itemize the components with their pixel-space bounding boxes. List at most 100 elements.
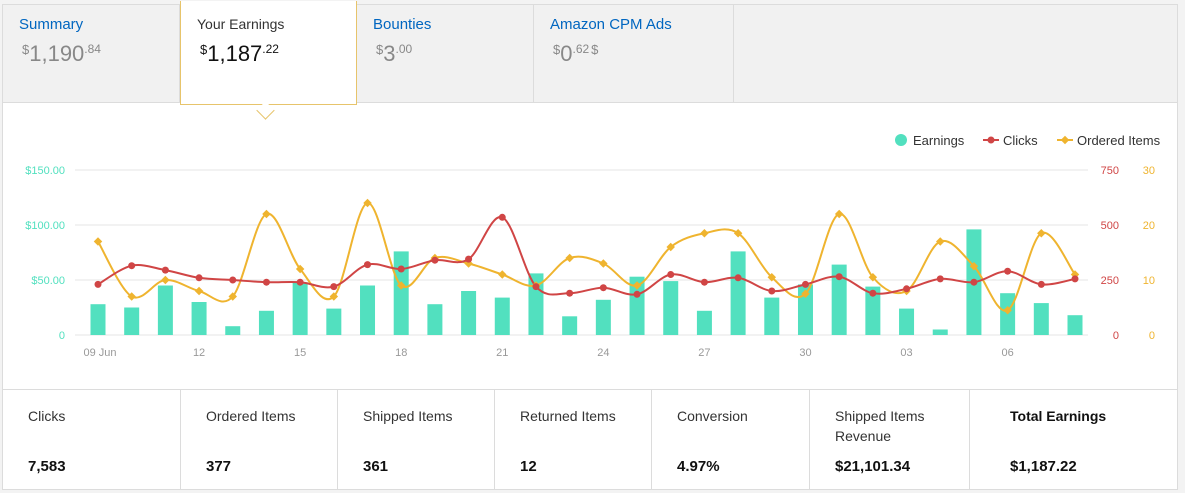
earnings-bar xyxy=(899,308,915,335)
metric-label: Total Earnings xyxy=(1010,408,1107,424)
ordered-items-point xyxy=(228,292,238,301)
tab-amount: $3.00 xyxy=(376,41,413,66)
metric-label: Ordered Items xyxy=(206,408,296,424)
x-axis-label: 30 xyxy=(799,347,811,359)
earnings-bar xyxy=(360,285,376,335)
metric-value: $21,101.34 xyxy=(835,458,911,475)
tab-title: Your Earnings xyxy=(197,16,285,32)
y-axis-ordered-label: 0 xyxy=(1149,330,1155,342)
earnings-chart: $150.00$100.00$50.0007505002500302010009… xyxy=(25,133,1160,359)
metric-ordered-items: Ordered Items 377 xyxy=(181,390,338,490)
y-axis-ordered-label: 10 xyxy=(1143,275,1155,287)
metric-shipped-items-revenue: Shipped Items Revenue $21,101.34 xyxy=(810,390,970,490)
earnings-bar xyxy=(157,285,173,335)
metric-label: Shipped Items xyxy=(363,408,453,424)
ordered-items-point xyxy=(565,253,574,263)
metric-shipped-items: Shipped Items 361 xyxy=(338,390,495,490)
earnings-bar xyxy=(764,297,780,335)
clicks-point xyxy=(364,261,372,269)
ordered-items-point xyxy=(262,209,271,219)
earnings-bar xyxy=(865,286,881,335)
y-axis-clicks-label: 250 xyxy=(1101,275,1119,287)
earnings-bar xyxy=(326,308,342,335)
earnings-bar xyxy=(191,302,207,335)
earnings-bar xyxy=(595,299,611,335)
ordered-items-point xyxy=(127,292,136,301)
clicks-point xyxy=(700,278,708,286)
metric-value: 361 xyxy=(363,458,389,475)
ordered-items-point xyxy=(700,229,709,238)
clicks-point xyxy=(599,284,607,292)
tab-your-earnings[interactable]: Your Earnings $1,187.22 xyxy=(180,1,357,105)
y-axis-ordered-label: 20 xyxy=(1143,220,1155,232)
clicks-point xyxy=(667,271,675,278)
y-axis-ordered-label: 30 xyxy=(1143,165,1155,177)
y-axis-left-label: $150.00 xyxy=(25,165,65,177)
metric-value: 12 xyxy=(520,458,537,475)
clicks-point xyxy=(1037,280,1045,288)
clicks-point xyxy=(1071,275,1079,283)
ordered-items-line xyxy=(97,202,1076,312)
tab-amount: $1,190.84 xyxy=(22,41,101,66)
ordered-items-point xyxy=(767,273,777,282)
x-axis-label: 15 xyxy=(294,347,306,359)
x-axis-label: 18 xyxy=(395,347,407,359)
ordered-items-point xyxy=(329,292,339,301)
metric-label: Returned Items xyxy=(520,408,616,424)
ordered-items-point xyxy=(801,289,810,298)
clicks-point xyxy=(801,280,809,288)
clicks-point xyxy=(498,213,506,221)
earnings-bar xyxy=(292,282,308,335)
x-axis-label: 03 xyxy=(900,347,912,359)
legend-earnings-icon xyxy=(895,134,907,146)
tab-title: Amazon CPM Ads xyxy=(550,16,672,33)
ordered-items-point xyxy=(295,264,305,274)
tab-bar: Summary $1,190.84 Your Earnings $1,187.2… xyxy=(3,1,1177,105)
ordered-items-point xyxy=(396,281,406,290)
x-axis-label: 06 xyxy=(1001,347,1013,359)
summary-metrics: Clicks 7,583 Ordered Items 377 Shipped I… xyxy=(3,389,1177,490)
clicks-point xyxy=(970,278,978,286)
earnings-bar xyxy=(90,304,106,335)
y-axis-clicks-label: 0 xyxy=(1113,330,1119,342)
clicks-point xyxy=(633,290,641,298)
tab-summary[interactable]: Summary $1,190.84 xyxy=(3,5,180,102)
clicks-point xyxy=(128,262,136,270)
ordered-items-point xyxy=(632,281,642,290)
clicks-point xyxy=(161,266,169,274)
clicks-point xyxy=(296,278,304,286)
ordered-items-point xyxy=(1003,306,1012,315)
earnings-bar xyxy=(696,310,712,335)
earnings-bar xyxy=(124,307,140,335)
earnings-bar xyxy=(629,276,645,335)
earnings-bar xyxy=(427,304,443,335)
clicks-point xyxy=(835,273,843,281)
metric-clicks: Clicks 7,583 xyxy=(3,390,181,490)
metric-conversion: Conversion 4.97% xyxy=(652,390,810,490)
tab-amazon-cpm-ads[interactable]: Amazon CPM Ads $0.62 $ xyxy=(534,5,734,102)
ordered-items-point xyxy=(868,273,878,282)
ordered-items-point xyxy=(363,198,372,208)
clicks-point xyxy=(768,287,776,295)
clicks-point xyxy=(566,289,574,297)
tab-amount: $0.62 $ xyxy=(553,41,599,66)
y-axis-left-label: $100.00 xyxy=(25,220,65,232)
clicks-point xyxy=(397,265,405,273)
legend-ordered-items-icon xyxy=(1060,135,1070,145)
tab-bounties[interactable]: Bounties $3.00 xyxy=(357,5,534,102)
earnings-bar xyxy=(663,281,679,335)
earnings-bar xyxy=(1033,303,1049,335)
tab-amount: $1,187.22 xyxy=(200,41,279,66)
legend-clicks-label: Clicks xyxy=(1003,133,1038,148)
earnings-bar xyxy=(562,316,578,335)
earnings-bar xyxy=(932,329,948,335)
earnings-bar xyxy=(831,264,847,335)
ordered-items-point xyxy=(969,262,979,271)
earnings-bar xyxy=(528,273,544,335)
metric-value: 377 xyxy=(206,458,232,475)
y-axis-clicks-label: 500 xyxy=(1101,220,1119,232)
metric-value: $1,187.22 xyxy=(1010,458,1077,475)
clicks-point xyxy=(903,285,911,293)
legend-earnings-label: Earnings xyxy=(913,133,965,148)
